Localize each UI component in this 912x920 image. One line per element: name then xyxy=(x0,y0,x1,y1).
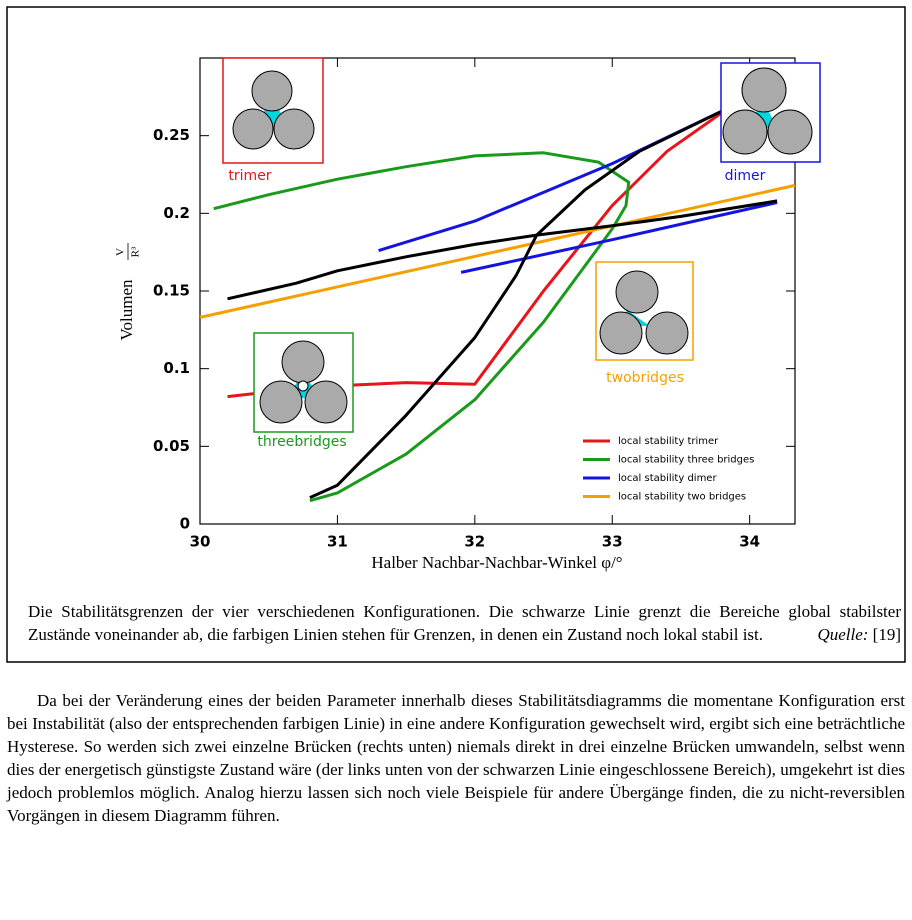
y-tick-label: 0.05 xyxy=(153,437,190,455)
y-tick-label: 0.25 xyxy=(153,126,190,144)
inset-dimer xyxy=(720,62,821,163)
annotation: twobridges xyxy=(606,370,684,386)
inset-twobridges xyxy=(595,261,694,361)
series-line xyxy=(227,106,778,499)
annotation: trimer xyxy=(228,168,271,184)
x-tick-label: 30 xyxy=(190,533,211,551)
y-tick-label: 0.2 xyxy=(163,204,190,222)
inset-trimer xyxy=(222,57,324,164)
legend-label: local stability trimer xyxy=(618,436,719,447)
y-axis-label-numerator: V xyxy=(115,248,127,256)
annotation: threebridges xyxy=(257,434,346,450)
x-tick-label: 33 xyxy=(602,533,623,551)
x-tick-label: 34 xyxy=(739,533,760,551)
x-tick-label: 31 xyxy=(327,533,348,551)
y-tick-label: 0 xyxy=(180,515,190,533)
y-tick-label: 0.15 xyxy=(153,282,190,300)
y-axis-label-denominator: R³ xyxy=(130,246,142,257)
x-tick-label: 32 xyxy=(464,533,485,551)
y-axis-label-text: Volumen xyxy=(117,279,136,341)
series-line xyxy=(199,183,796,319)
series-line xyxy=(213,151,631,503)
source-label: Quelle: xyxy=(817,625,869,644)
figure: Halber Nachbar-Nachbar-Winkel φ/° Volume… xyxy=(6,6,906,663)
source-ref: [19] xyxy=(872,625,901,644)
y-tick-label: 0.1 xyxy=(163,359,190,377)
caption-text: Die Stabilitätsgrenzen der vier verschie… xyxy=(28,602,901,644)
caption-source: Quelle: [19] xyxy=(817,623,901,646)
annotation: dimer xyxy=(725,168,766,184)
y-axis-label: Volumen V R³ xyxy=(115,243,142,341)
inset-threebridges xyxy=(253,332,354,433)
legend-label: local stability two bridges xyxy=(618,492,746,503)
legend-label: local stability dimer xyxy=(618,473,717,484)
x-axis-label: Halber Nachbar-Nachbar-Winkel φ/° xyxy=(371,553,622,572)
figure-caption: Die Stabilitätsgrenzen der vier verschie… xyxy=(28,600,901,646)
body-paragraph: Da bei der Veränderung eines der beiden … xyxy=(7,691,905,825)
legend-label: local stability three bridges xyxy=(618,455,754,466)
series-line xyxy=(378,106,778,274)
figure-frame xyxy=(6,6,906,663)
